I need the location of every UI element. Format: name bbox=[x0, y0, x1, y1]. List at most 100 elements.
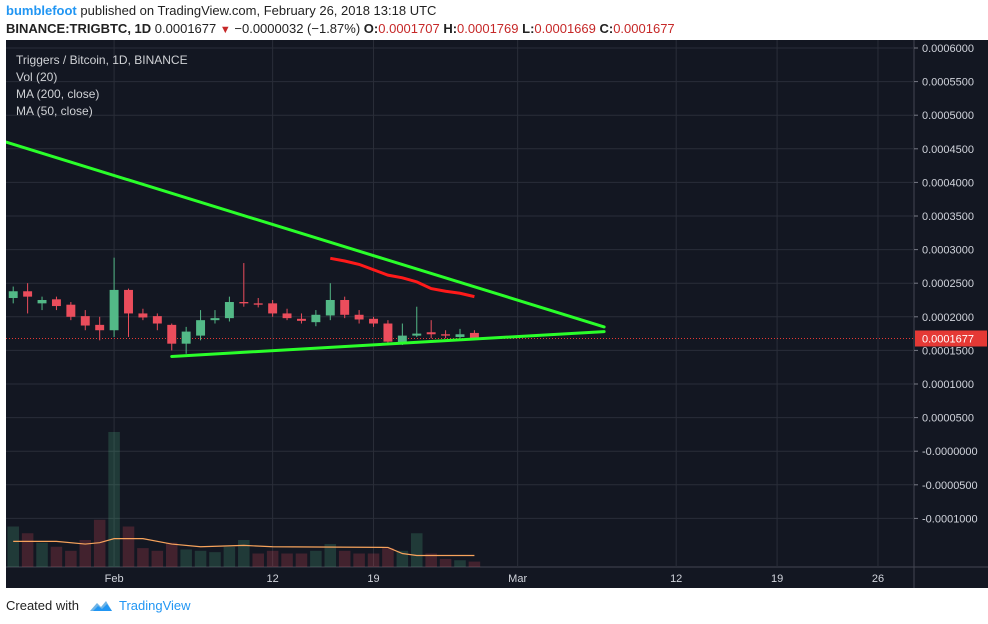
author-link[interactable]: bumblefoot bbox=[6, 3, 77, 18]
y-tick-label: 0.0001500 bbox=[922, 345, 974, 357]
volume-bar bbox=[266, 550, 279, 567]
x-tick-label: 19 bbox=[367, 573, 379, 585]
candle-body bbox=[369, 318, 378, 324]
plot-area[interactable] bbox=[6, 40, 914, 567]
volume-bar bbox=[151, 550, 164, 567]
candle-body bbox=[441, 334, 451, 336]
y-tick-label: 0.0003000 bbox=[922, 245, 974, 257]
volume-bar bbox=[137, 548, 149, 567]
trendline bbox=[6, 140, 606, 329]
legend-title: Triggers / Bitcoin, 1D, BINANCE bbox=[16, 53, 188, 67]
candle-body bbox=[95, 324, 105, 331]
legend-volume: Vol (20) bbox=[16, 70, 58, 84]
footer: Created with TradingView bbox=[6, 598, 191, 613]
candle-body bbox=[210, 318, 220, 321]
candle-body bbox=[469, 332, 479, 339]
candle-body bbox=[383, 323, 393, 342]
volume-bar bbox=[21, 533, 34, 567]
y-tick-label: 0.0002500 bbox=[922, 278, 974, 290]
candle-body bbox=[397, 335, 407, 343]
trendline bbox=[170, 330, 606, 358]
y-tick-label: 0.0005000 bbox=[922, 110, 974, 122]
volume-bar bbox=[353, 553, 365, 567]
candle-body bbox=[152, 316, 162, 324]
volume-bar bbox=[108, 432, 120, 567]
last-price-tag bbox=[915, 330, 987, 347]
volume-bar bbox=[281, 553, 293, 567]
candle-body bbox=[51, 299, 61, 307]
candle-body bbox=[8, 291, 18, 298]
high-label: H: bbox=[443, 21, 458, 36]
volume-bar bbox=[93, 519, 106, 567]
created-with-text: Created with bbox=[6, 598, 79, 613]
y-tick-label: -0.0001000 bbox=[922, 513, 978, 525]
candle-body bbox=[196, 320, 206, 336]
volume-bar bbox=[338, 550, 351, 567]
volume-bar bbox=[382, 548, 394, 567]
legend-ma50: MA (50, close) bbox=[16, 104, 93, 118]
close-label: C: bbox=[599, 21, 614, 36]
time-axis[interactable] bbox=[6, 567, 914, 588]
volume-bar bbox=[252, 553, 264, 567]
volume-bar bbox=[165, 542, 178, 567]
price-change: −0.0000032 (−1.87%) bbox=[234, 21, 361, 36]
last-price: 0.0001677 bbox=[154, 21, 217, 36]
published-text: published on TradingView.com, February 2… bbox=[80, 3, 437, 18]
y-tick-label: 0.0003500 bbox=[922, 211, 974, 223]
candle-body bbox=[426, 332, 436, 335]
volume-bar bbox=[238, 540, 250, 567]
volume-bar bbox=[36, 542, 48, 567]
ohlc-line: BINANCE:TRIGBTC, 1D 0.0001677 ▼ −0.00000… bbox=[6, 21, 675, 36]
chart-header: bumblefoot published on TradingView.com,… bbox=[0, 0, 988, 40]
candle-body bbox=[167, 324, 177, 344]
volume-bar bbox=[65, 550, 77, 567]
volume-bar bbox=[410, 533, 423, 567]
legend-ma200: MA (200, close) bbox=[16, 87, 100, 101]
ma50-line bbox=[330, 256, 475, 299]
x-tick-label: 12 bbox=[267, 573, 279, 585]
candle-body bbox=[239, 302, 249, 304]
candle-body bbox=[354, 314, 364, 320]
tradingview-logo-icon[interactable] bbox=[89, 599, 113, 613]
candle-body bbox=[124, 289, 133, 314]
volume-bar bbox=[454, 560, 466, 567]
symbol-label: BINANCE:TRIGBTC, 1D bbox=[6, 21, 152, 36]
x-tick-label: 12 bbox=[670, 573, 682, 585]
candle-body bbox=[268, 303, 278, 314]
high-value: 0.0001769 bbox=[457, 21, 519, 36]
volume-bar bbox=[50, 546, 63, 567]
volume-bar bbox=[468, 561, 481, 567]
close-value: 0.0001677 bbox=[613, 21, 675, 36]
candle-body bbox=[37, 300, 47, 304]
y-tick-label: 0.0002000 bbox=[922, 312, 974, 324]
volume-bar bbox=[396, 550, 409, 567]
candle-body bbox=[138, 313, 148, 318]
volume-bar bbox=[7, 526, 19, 567]
chart-legend: Triggers / Bitcoin, 1D, BINANCE Vol (20)… bbox=[16, 52, 188, 120]
volume-bar bbox=[122, 526, 135, 567]
candle-body bbox=[181, 331, 191, 344]
volume-bar bbox=[79, 540, 92, 567]
x-tick-label: Feb bbox=[105, 573, 124, 585]
candle-body bbox=[80, 316, 90, 326]
last-price-tag-label: 0.0001677 bbox=[922, 334, 974, 346]
volume-bar bbox=[209, 552, 221, 567]
price-chart[interactable]: 0.0006000 0.0005500 0.0005000 0.0004500 0.00… bbox=[6, 40, 988, 588]
open-value: 0.0001707 bbox=[378, 21, 440, 36]
volume-ma-line bbox=[13, 538, 475, 557]
tradingview-link[interactable]: TradingView bbox=[118, 598, 191, 613]
publish-line: bumblefoot published on TradingView.com,… bbox=[6, 3, 436, 18]
price-axis[interactable] bbox=[914, 40, 988, 567]
volume-bar bbox=[425, 553, 437, 567]
candle-body bbox=[455, 334, 465, 337]
candle-body bbox=[66, 304, 76, 317]
candle-body bbox=[23, 291, 33, 297]
x-tick-label: 26 bbox=[872, 573, 884, 585]
y-tick-label: -0.0000500 bbox=[922, 480, 978, 492]
volume-bar bbox=[194, 550, 207, 567]
y-tick-label: 0.0004500 bbox=[922, 144, 974, 156]
low-value: 0.0001669 bbox=[534, 21, 596, 36]
volume-bar bbox=[324, 544, 337, 567]
volume-bar bbox=[310, 550, 322, 567]
volume-bar bbox=[223, 546, 236, 567]
